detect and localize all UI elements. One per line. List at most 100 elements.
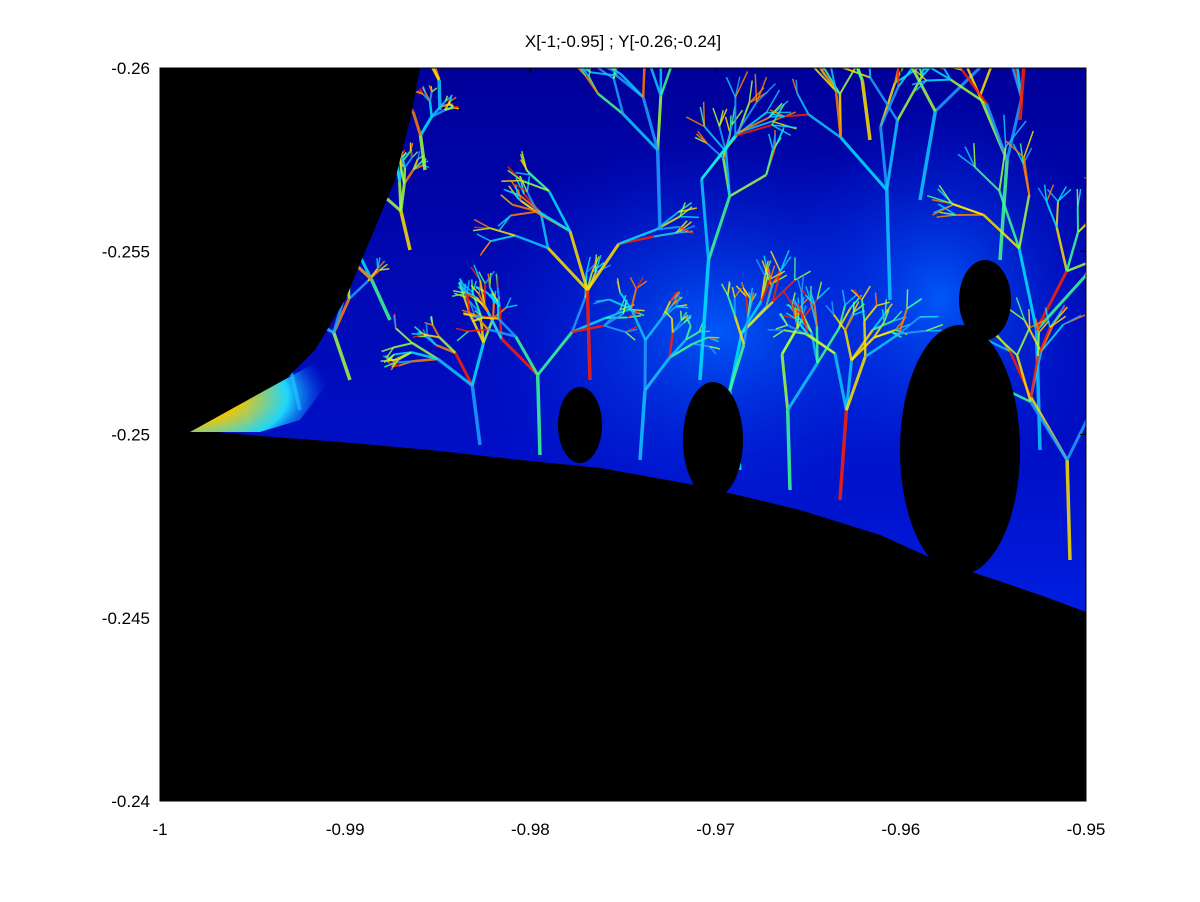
filament-segment xyxy=(718,110,724,127)
filament-segment xyxy=(1084,273,1086,277)
filament-segment xyxy=(1034,318,1040,333)
filament-segment xyxy=(1011,30,1016,54)
filament-segment xyxy=(1158,245,1180,246)
filament-segment xyxy=(597,92,624,115)
filament-segment xyxy=(933,21,949,33)
filament-segment xyxy=(677,202,693,213)
set-bulb-top xyxy=(959,260,1011,340)
filament-segment xyxy=(590,71,617,77)
filament-segment xyxy=(1109,236,1136,254)
filament-segment xyxy=(1094,327,1104,339)
filament-segment xyxy=(598,51,607,58)
filament-segment xyxy=(813,304,818,327)
filament-segment xyxy=(456,330,469,342)
filament-segment xyxy=(1147,342,1162,354)
filament-segment xyxy=(973,29,985,39)
filament-segment xyxy=(994,334,1018,356)
filament-segment xyxy=(850,52,865,56)
filament-segment xyxy=(868,68,872,78)
filament-segment xyxy=(999,31,1026,47)
filament-segment xyxy=(466,280,470,293)
set-bulb-medium xyxy=(683,382,743,498)
filament-segment xyxy=(412,357,438,363)
filament-segment xyxy=(431,87,438,93)
filament-segment xyxy=(436,357,474,387)
filament-segment xyxy=(973,23,989,32)
filament-segment xyxy=(425,335,437,346)
filament-segment xyxy=(804,29,814,31)
filament-segment xyxy=(772,133,776,150)
filament-segment xyxy=(1002,1,1014,21)
filament-segment xyxy=(895,12,904,20)
filament-segment xyxy=(399,183,406,212)
filament-segment xyxy=(779,250,790,272)
filament-segment xyxy=(444,95,449,102)
filament-segment xyxy=(659,68,672,97)
filament-segment xyxy=(949,78,988,105)
filament-segment xyxy=(641,96,660,151)
filament-segment xyxy=(517,188,522,201)
filament-segment xyxy=(420,37,424,42)
filament-segment xyxy=(414,47,419,48)
filament-segment xyxy=(521,179,550,192)
filament-segment xyxy=(1065,459,1072,561)
filament-segment xyxy=(595,298,610,303)
filament-segment xyxy=(1029,318,1048,329)
filament-segment xyxy=(811,29,828,31)
filament-segment xyxy=(1009,27,1024,60)
filament-segment xyxy=(525,169,550,192)
filament-segment xyxy=(415,47,420,48)
filament-segment xyxy=(991,8,1009,27)
filament-segment xyxy=(927,26,945,42)
filament-segment xyxy=(735,285,747,297)
filament-segment xyxy=(497,317,517,338)
filament-segment xyxy=(708,346,717,355)
filament-segment xyxy=(428,42,429,51)
filament-segment xyxy=(470,385,482,446)
filament-segment xyxy=(888,29,893,45)
filament-segment xyxy=(904,43,907,59)
filament-segment xyxy=(453,352,474,387)
filament-segment xyxy=(478,293,489,312)
filament-segment xyxy=(1147,203,1158,220)
filament-segment xyxy=(537,210,571,233)
filament-segment xyxy=(568,230,589,291)
filament-segment xyxy=(794,307,797,319)
filament-segment xyxy=(986,40,1009,54)
filament-segment xyxy=(893,68,900,84)
filament-segment xyxy=(841,5,849,8)
filament-segment xyxy=(848,23,857,45)
filament-segment xyxy=(585,262,597,274)
filament-segment xyxy=(779,312,789,326)
filament-segment xyxy=(435,343,456,354)
filament-segment xyxy=(910,68,937,113)
filament-segment xyxy=(471,280,478,293)
plot-area xyxy=(160,1,1180,801)
filament-segment xyxy=(915,46,936,53)
filament-segment xyxy=(1012,1,1026,13)
filament-segment xyxy=(982,213,1021,250)
filament-segment xyxy=(1025,31,1042,32)
x-tick-label: -0.96 xyxy=(881,820,920,839)
filament-segment xyxy=(404,157,413,169)
filament-segment xyxy=(978,6,991,16)
filament-segment xyxy=(939,211,957,216)
filament-segment xyxy=(594,254,602,273)
filament-segment xyxy=(986,9,996,26)
filament-segment xyxy=(1136,218,1149,236)
filament-segment xyxy=(725,76,737,98)
filament-segment xyxy=(514,183,519,199)
filament-segment xyxy=(858,18,868,40)
filament-segment xyxy=(927,22,939,42)
filament-segment xyxy=(700,178,710,261)
filament-segment xyxy=(437,79,442,111)
filament-segment xyxy=(424,43,426,52)
filament-segment xyxy=(964,146,976,168)
filament-segment xyxy=(384,361,396,368)
set-bulb-small xyxy=(558,387,602,463)
filament-segment xyxy=(734,76,741,98)
filament-segment xyxy=(760,278,772,302)
filament-segment xyxy=(876,301,890,307)
filament-segment xyxy=(936,214,956,218)
filament-segment xyxy=(1057,186,1067,202)
